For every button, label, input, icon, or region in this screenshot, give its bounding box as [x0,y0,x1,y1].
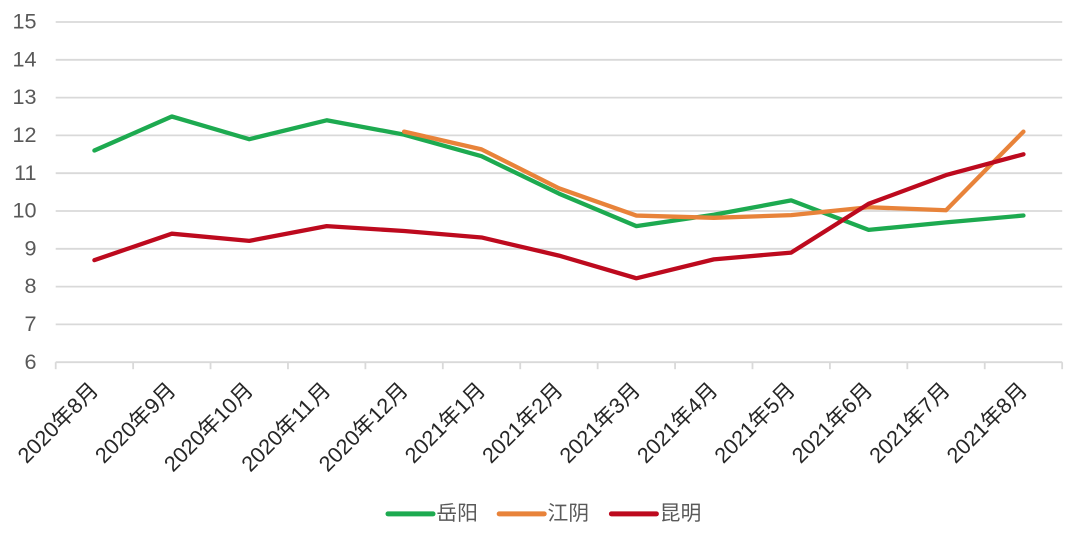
svg-text:15: 15 [12,9,36,34]
svg-text:9: 9 [24,235,36,260]
svg-text:11: 11 [14,160,36,185]
svg-text:14: 14 [12,46,36,71]
svg-text:7: 7 [24,311,36,336]
svg-text:12: 12 [12,122,36,147]
svg-text:13: 13 [12,84,36,109]
svg-text:8: 8 [24,273,36,298]
svg-text:10: 10 [12,198,36,223]
svg-text:6: 6 [24,349,36,374]
